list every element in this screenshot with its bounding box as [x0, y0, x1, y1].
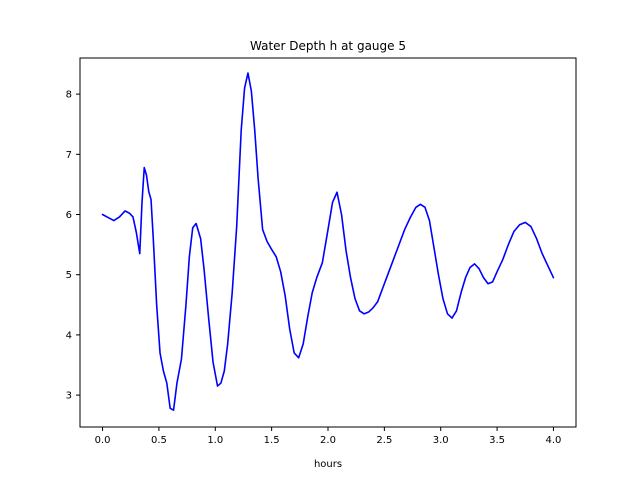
- chart-title: Water Depth h at gauge 5: [250, 39, 406, 53]
- plot-frame: [79, 57, 577, 428]
- x-axis: 0.0 0.5 1.0 1.5 2.0 2.5 3.0 3.5 4.0: [95, 427, 562, 446]
- y-axis: 3 4 5 6 7 8: [66, 90, 80, 402]
- x-tick-label: 1.0: [207, 435, 223, 446]
- y-tick-label: 5: [66, 270, 72, 281]
- series-group: [101, 72, 555, 411]
- x-tick-label: 4.0: [546, 435, 562, 446]
- x-tick-label: 2.0: [320, 435, 336, 446]
- y-tick-label: 7: [66, 150, 72, 161]
- y-tick-label: 3: [66, 391, 72, 402]
- y-tick-label: 8: [66, 90, 72, 101]
- x-axis-label: hours: [314, 459, 342, 470]
- x-tick-label: 0.0: [95, 435, 111, 446]
- x-tick-label: 2.5: [376, 435, 392, 446]
- x-tick-label: 3.5: [489, 435, 505, 446]
- y-tick-label: 4: [66, 330, 72, 341]
- y-tick-label: 6: [66, 210, 72, 221]
- x-tick-label: 0.5: [151, 435, 167, 446]
- x-tick-label: 3.0: [433, 435, 449, 446]
- x-tick-label: 1.5: [264, 435, 280, 446]
- series-line-0: [101, 72, 555, 411]
